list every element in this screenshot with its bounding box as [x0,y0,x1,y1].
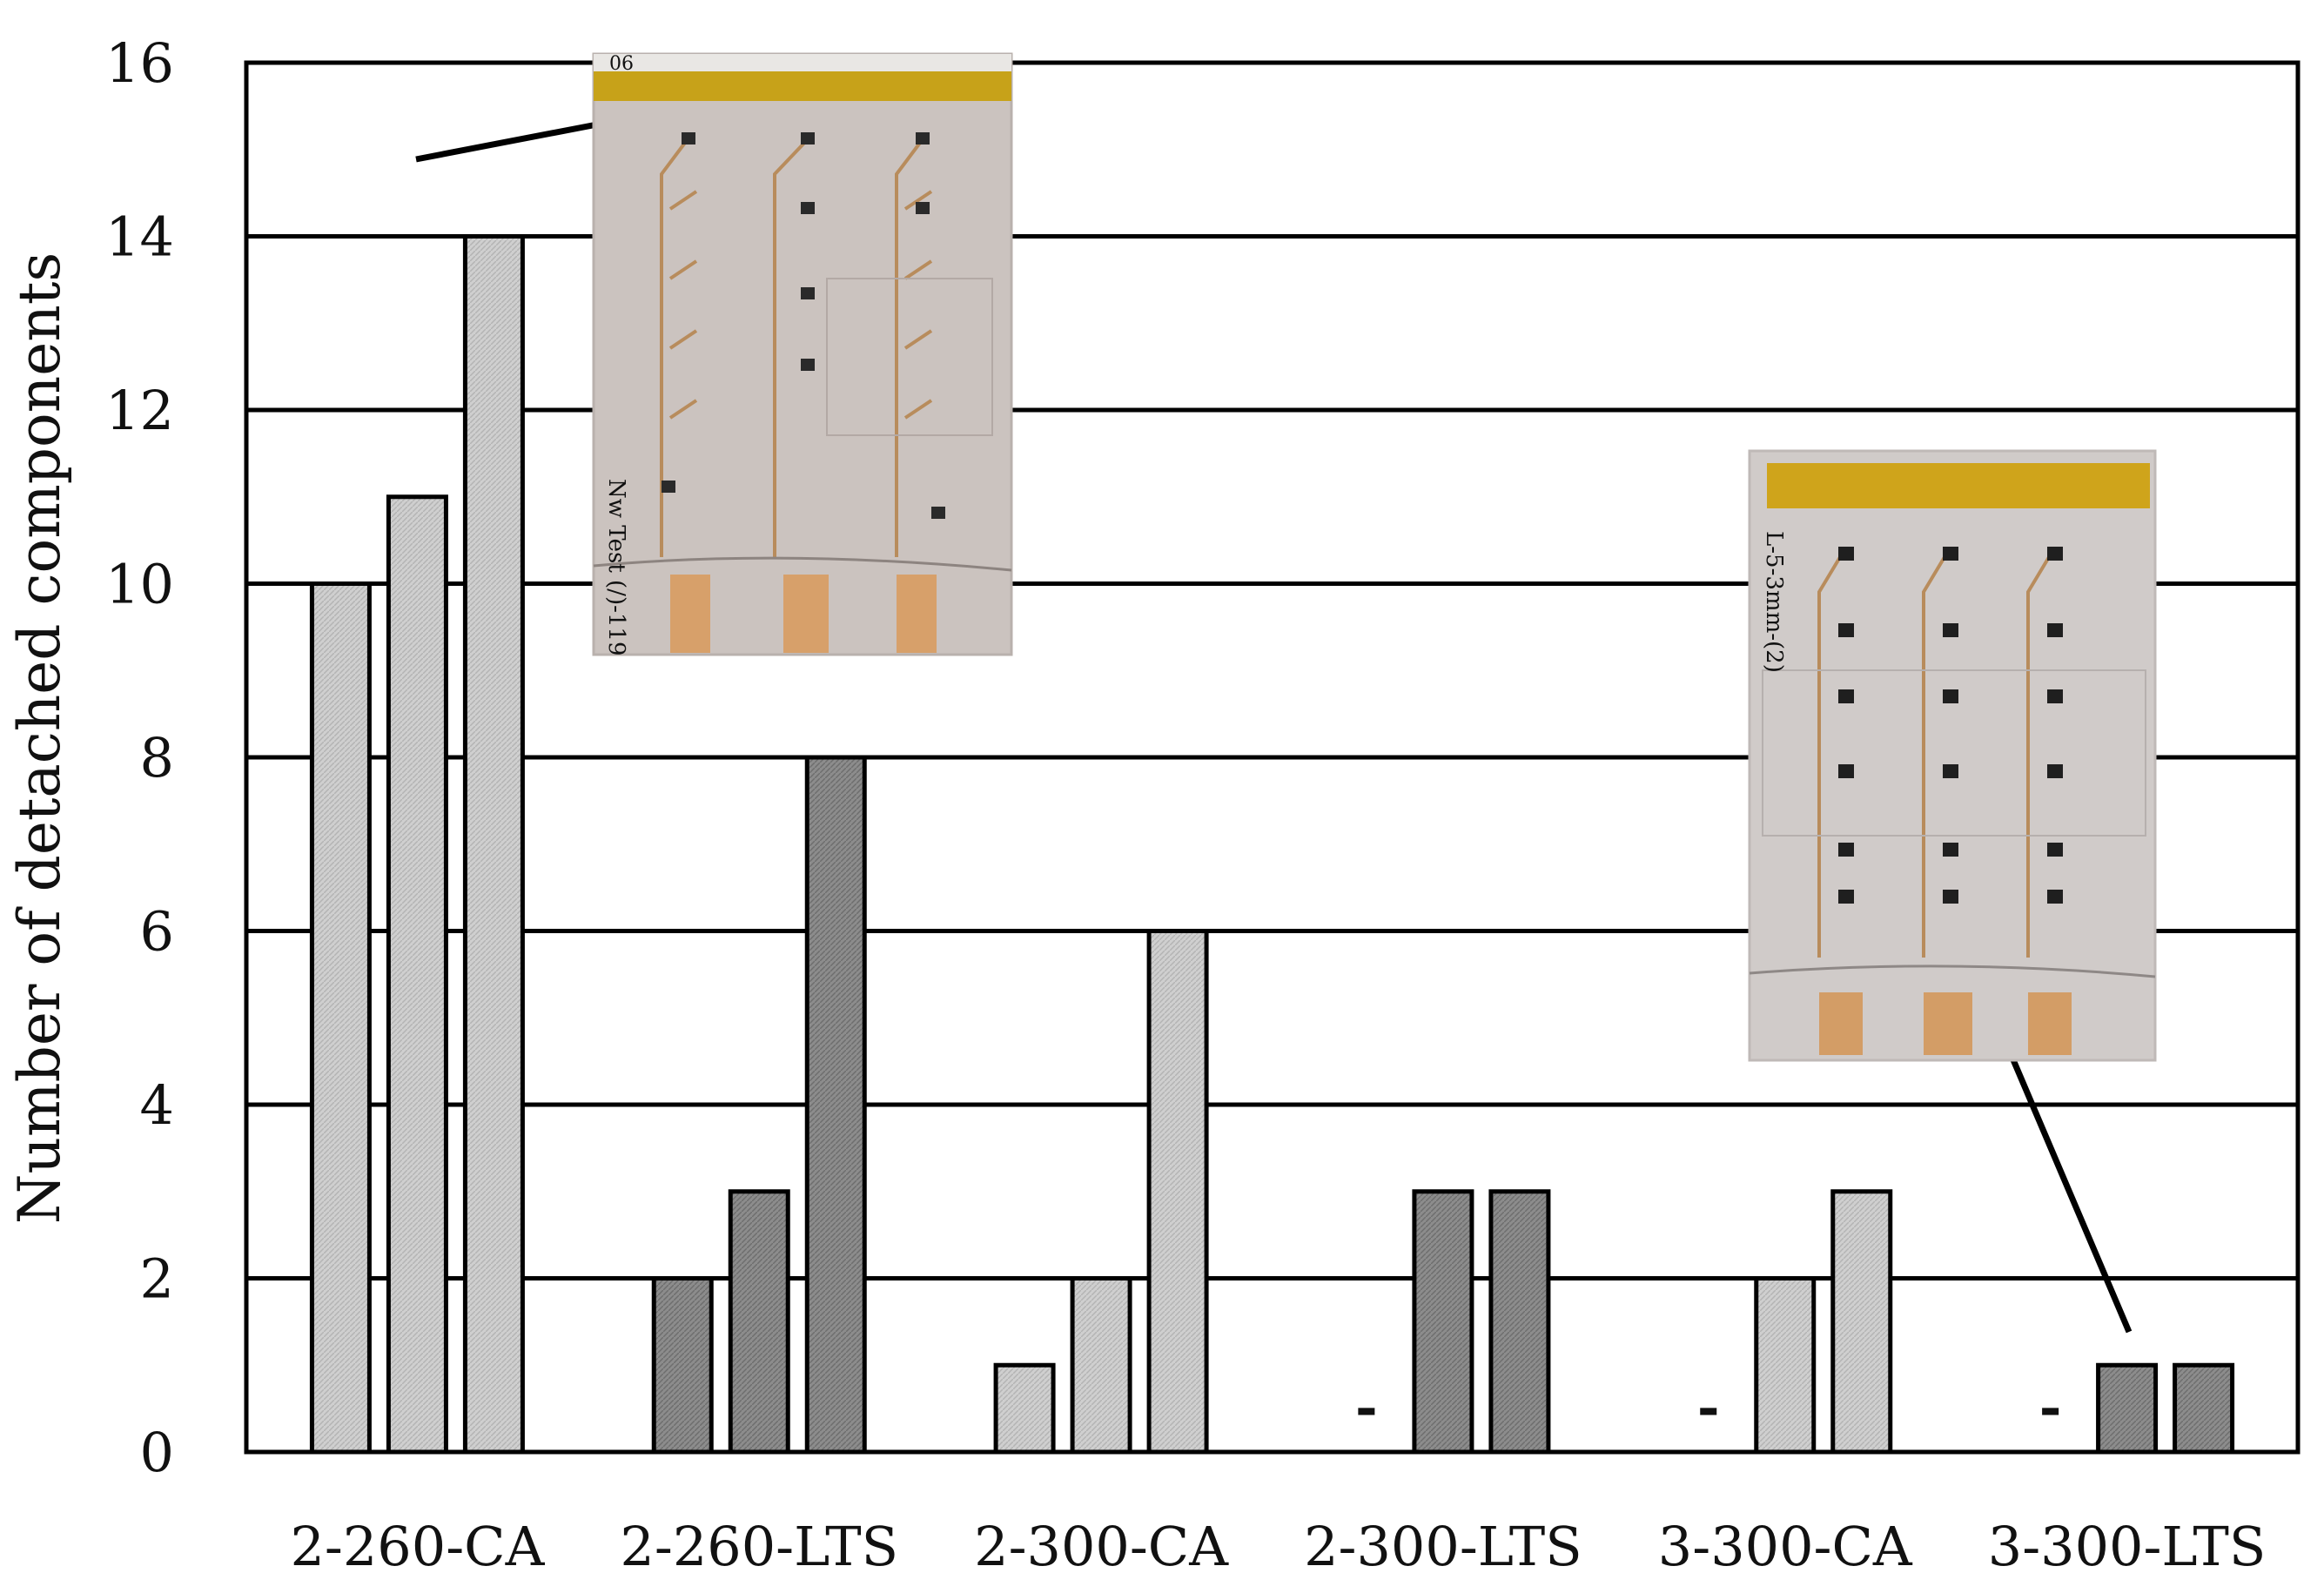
y-tick-label: 2 [140,1247,174,1311]
bar-2-300-CA-2 [1070,1276,1132,1455]
svg-text:06: 06 [609,53,634,75]
bar-2-260-LTS-2 [728,1189,790,1455]
bar-2-300-CA-3 [1146,929,1209,1455]
bar-2-260-LTS-1 [651,1276,714,1455]
x-category-label: 3-300-CA [1658,1515,1913,1578]
bar-3-300-CA-3 [1830,1189,1893,1455]
bar-3-300-CA-2 [1754,1276,1817,1455]
inset-photo-1-pointer [415,117,621,163]
plot-frame [244,60,2300,1455]
missing-markers: --- [1355,1375,2061,1439]
x-category-label: 2-300-LTS [1304,1515,1582,1578]
y-tick-label: 0 [140,1421,174,1484]
y-tick-label: 16 [105,31,174,95]
y-tick-label: 8 [140,726,174,790]
missing-value-marker: - [1355,1375,1378,1439]
bar-2-260-CA-3 [462,234,525,1455]
y-axis-title: Number of detached components [6,252,73,1225]
y-tick-label: 10 [105,553,174,616]
svg-text:L-5-3mm-(2): L-5-3mm-(2) [1761,531,1787,673]
y-tick-label: 12 [105,379,174,442]
y-tick-label: 4 [140,1073,174,1137]
bar-2-300-CA-1 [993,1362,1056,1455]
bar-2-260-CA-2 [386,494,448,1455]
inset-photo-2: L-5-3mm-(2) [1748,449,2157,1334]
svg-text:Nw Test (/)-119: Nw Test (/)-119 [603,479,629,656]
x-category-label: 2-260-CA [290,1515,545,1578]
plot-border [244,60,2300,1455]
bar-2-260-CA-1 [309,581,372,1455]
bar-2-300-LTS-2 [1412,1189,1474,1455]
missing-value-marker: - [2039,1375,2062,1439]
missing-value-marker: - [1697,1375,1720,1439]
bars [309,234,2235,1455]
y-tick-labels: 0 2 4 6 8 10 12 14 16 [105,31,174,1484]
x-category-label: 2-300-CA [974,1515,1229,1578]
bar-2-300-LTS-3 [1488,1189,1551,1455]
x-category-label: 3-300-LTS [1988,1515,2267,1578]
bar-3-300-LTS-2 [2096,1362,2159,1455]
bar-2-260-LTS-3 [804,755,867,1455]
inset-photo-1: 06 [415,52,1013,656]
bar-3-300-LTS-3 [2173,1362,2235,1455]
x-category-label: 2-260-LTS [620,1515,898,1578]
x-category-labels: 2-260-CA 2-260-LTS 2-300-CA 2-300-LTS 3-300-… [290,1515,2266,1578]
y-tick-label: 14 [105,205,174,269]
y-tick-label: 6 [140,900,174,964]
